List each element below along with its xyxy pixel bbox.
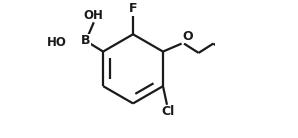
Text: HO: HO xyxy=(47,36,66,49)
Text: O: O xyxy=(182,30,193,43)
Text: F: F xyxy=(129,2,137,15)
Text: Cl: Cl xyxy=(161,105,174,118)
Text: B: B xyxy=(81,34,91,47)
Text: OH: OH xyxy=(84,9,104,22)
